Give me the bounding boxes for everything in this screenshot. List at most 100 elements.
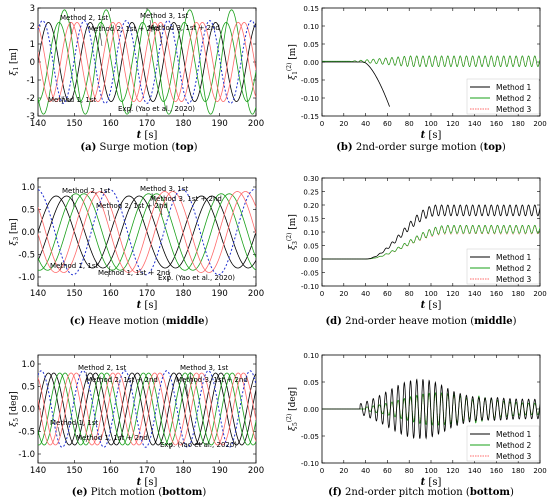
y-axis-unit: [m] bbox=[288, 44, 298, 62]
y-axis-label: ξ3(2) [m] bbox=[286, 214, 299, 250]
x-tick-label: 190 bbox=[212, 289, 228, 299]
y-tick-label: 0.00 bbox=[303, 256, 319, 264]
legend-label: Method 3 bbox=[496, 275, 532, 284]
x-tick-label: 150 bbox=[66, 289, 82, 299]
y-tick-label: -1.0 bbox=[18, 273, 35, 283]
y-axis-superscript: (2) bbox=[286, 233, 293, 242]
x-tick-label: 20 bbox=[339, 467, 348, 475]
annotation-arrow bbox=[185, 383, 189, 397]
series-group bbox=[38, 370, 256, 448]
y-tick-label: 0.5 bbox=[21, 206, 35, 216]
x-tick-label: 80 bbox=[405, 120, 414, 128]
x-axis-label: t [s] bbox=[137, 130, 158, 141]
series-method1 bbox=[322, 61, 390, 107]
x-tick-label: 200 bbox=[533, 290, 546, 298]
legend-1: Method 1 Method 2 Method 3 bbox=[466, 78, 540, 115]
x-tick-label: 140 bbox=[468, 467, 481, 475]
y-axis-unit: [m] bbox=[9, 218, 19, 236]
annotation-label: Method 3, 1st + 2nd bbox=[150, 195, 222, 203]
x-tick-label: 200 bbox=[248, 119, 264, 129]
series-line bbox=[38, 372, 256, 446]
x-tick-label: 190 bbox=[212, 119, 228, 129]
x-tick-label: 170 bbox=[139, 466, 155, 476]
series-line bbox=[38, 372, 256, 446]
annotation-arrow bbox=[189, 371, 193, 385]
caption-position: middle bbox=[474, 316, 513, 327]
y-tick-label: 0.20 bbox=[303, 202, 319, 210]
caption-label: (d) bbox=[325, 316, 341, 327]
y-tick-label: 0.15 bbox=[303, 5, 319, 13]
x-tick-label: 160 bbox=[103, 466, 119, 476]
y-tick-label: 0 bbox=[30, 58, 35, 68]
caption-position: middle bbox=[166, 316, 205, 327]
annotation-arrow bbox=[69, 21, 73, 35]
series-method1 bbox=[322, 378, 540, 440]
y-axis-symbol: ξ bbox=[288, 244, 298, 250]
y-tick-label: 0.05 bbox=[303, 41, 319, 49]
legend-box bbox=[466, 248, 540, 285]
y-tick-label: 2 bbox=[30, 22, 35, 32]
annotation-arrow bbox=[107, 265, 111, 278]
annotation-label: Method 2, 1st bbox=[60, 14, 108, 22]
y-tick-label: 1 bbox=[30, 40, 35, 50]
legend-box bbox=[466, 78, 540, 115]
y-tick-label: 0.15 bbox=[303, 216, 319, 224]
caption-label: (b) bbox=[336, 142, 352, 153]
y-tick-label: -0.10 bbox=[301, 283, 319, 291]
x-tick-label: 0 bbox=[320, 467, 324, 475]
panel-caption: (d) 2nd-order heave motion (middle) bbox=[325, 316, 516, 327]
y-tick-label: 0.0 bbox=[21, 405, 35, 415]
x-tick-label: 40 bbox=[361, 467, 370, 475]
y-tick-label: 0.05 bbox=[303, 379, 319, 387]
annotation-arrow bbox=[61, 95, 65, 105]
y-tick-label: -3 bbox=[27, 112, 35, 122]
y-axis-label: ξ1 [m] bbox=[9, 48, 20, 75]
x-tick-label: 180 bbox=[175, 289, 191, 299]
x-tick-label: 80 bbox=[405, 467, 414, 475]
y-tick-label: 0.0 bbox=[21, 228, 35, 238]
y-tick-label: 1.0 bbox=[21, 183, 35, 193]
annotations-4: Method 2, 1st Method 2, 1st + 2nd Method 3… bbox=[50, 364, 248, 450]
annotation-arrow bbox=[57, 426, 61, 437]
y-tick-label: 0.00 bbox=[303, 406, 319, 414]
x-tick-label: 20 bbox=[339, 290, 348, 298]
x-tick-label: 180 bbox=[512, 120, 525, 128]
x-axis-label: t [s] bbox=[137, 477, 158, 488]
y-axis-unit: [m] bbox=[9, 48, 19, 66]
x-tick-label: 190 bbox=[212, 466, 228, 476]
x-tick-label: 200 bbox=[533, 467, 546, 475]
y-axis-subscript: 5 bbox=[292, 422, 299, 426]
x-tick-label: 100 bbox=[424, 467, 437, 475]
x-tick-label: 200 bbox=[248, 289, 264, 299]
y-axis-subscript: 3 bbox=[13, 237, 20, 241]
y-tick-label: 0.05 bbox=[303, 243, 319, 251]
series-line bbox=[38, 372, 256, 446]
x-tick-label: 140 bbox=[30, 119, 46, 129]
caption-close: ) bbox=[194, 142, 198, 153]
panel-caption: (a) Surge motion (top) bbox=[80, 142, 197, 153]
annotation-label: Method 3, 1st bbox=[180, 364, 228, 372]
x-axis-label: t [s] bbox=[421, 130, 442, 141]
y-tick-label: -0.05 bbox=[301, 270, 319, 278]
series-line bbox=[38, 191, 256, 273]
y-tick-label: -0.5 bbox=[18, 251, 35, 261]
panel-caption: (f) 2nd-order pitch motion (bottom) bbox=[328, 487, 514, 498]
x-axis-symbol: t bbox=[137, 300, 142, 311]
y-axis-subscript: 5 bbox=[13, 418, 20, 422]
annotation-label: Method 3, 1st bbox=[140, 12, 188, 20]
series-group bbox=[322, 204, 540, 260]
series-method3 bbox=[322, 56, 540, 67]
series-line bbox=[38, 188, 256, 276]
annotation-arrow bbox=[159, 202, 163, 216]
series-line bbox=[38, 195, 256, 269]
legend-label: Method 2 bbox=[496, 264, 532, 273]
x-tick-label: 20 bbox=[339, 120, 348, 128]
y-tick-label: 0.00 bbox=[303, 59, 319, 67]
y-tick-label: -1.0 bbox=[18, 450, 35, 460]
annotation-label: Method 1, 1st bbox=[48, 96, 96, 104]
y-tick-label: -1 bbox=[27, 76, 35, 86]
y-tick-label: -2 bbox=[27, 94, 35, 104]
annotation-label: Method 2, 1st + 2nd bbox=[88, 25, 160, 33]
x-tick-label: 150 bbox=[66, 119, 82, 129]
